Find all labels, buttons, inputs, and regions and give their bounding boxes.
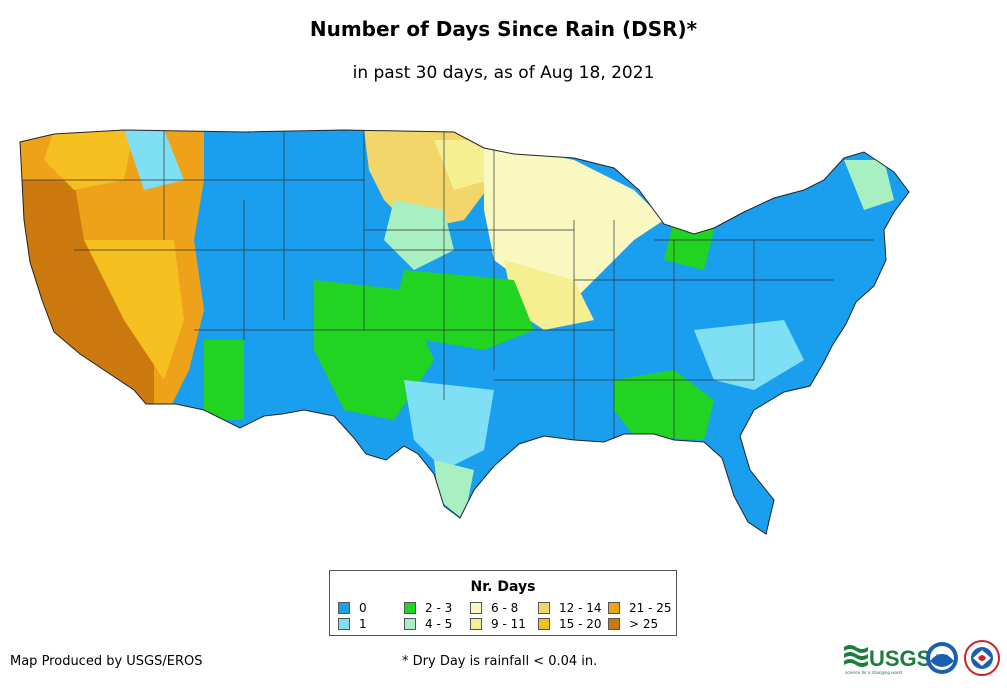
legend-label: 12 - 14: [559, 601, 602, 615]
legend-swatch: [608, 618, 620, 630]
legend-label: > 25: [629, 617, 659, 631]
legend-item: 0: [338, 601, 367, 615]
noaa-logo: noaa: [926, 642, 958, 674]
legend-item: 21 - 25: [608, 601, 672, 615]
legend-swatch: [538, 602, 550, 614]
legend-swatch: [470, 618, 482, 630]
legend-label: 1: [359, 617, 367, 631]
noaa-logo-text: noaa: [936, 653, 948, 659]
usgs-logo: USGS science for a changing world: [844, 645, 931, 675]
legend-label: 21 - 25: [629, 601, 672, 615]
agency-logos: USGS science for a changing world noaa: [844, 640, 1000, 676]
map-legend: Nr. Days 0 1 2 - 3 4 - 5 6 - 8 9 - 11 12 - 14 1…: [329, 570, 677, 636]
nws-logo: [964, 640, 1000, 676]
legend-label: 4 - 5: [425, 617, 453, 631]
legend-item: 9 - 11: [470, 617, 526, 631]
legend-swatch: [404, 602, 416, 614]
legend-swatch: [470, 602, 482, 614]
legend-label: 9 - 11: [491, 617, 526, 631]
legend-item: 1: [338, 617, 367, 631]
us-dsr-map: [19, 129, 910, 535]
legend-item: 4 - 5: [404, 617, 452, 631]
map-title: Number of Days Since Rain (DSR)*: [309, 17, 698, 41]
legend-item: 12 - 14: [538, 601, 602, 615]
legend-item: 2 - 3: [404, 601, 452, 615]
dry-day-note: * Dry Day is rainfall < 0.04 in.: [402, 654, 598, 669]
legend-label: 2 - 3: [425, 601, 453, 615]
usgs-tagline: science for a changing world: [845, 670, 903, 675]
legend-title: Nr. Days: [470, 579, 536, 595]
legend-swatch: [404, 618, 416, 630]
legend-swatch: [338, 602, 350, 614]
usgs-logo-text: USGS: [869, 646, 931, 671]
credit-text: Map Produced by USGS/EROS: [10, 654, 203, 669]
legend-label: 15 - 20: [559, 617, 602, 631]
legend-swatch: [338, 618, 350, 630]
legend-label: 6 - 8: [491, 601, 519, 615]
legend-item: > 25: [608, 617, 658, 631]
legend-label: 0: [359, 601, 367, 615]
legend-swatch: [538, 618, 550, 630]
legend-item: 15 - 20: [538, 617, 602, 631]
legend-swatch: [608, 602, 620, 614]
map-subtitle: in past 30 days, as of Aug 18, 2021: [352, 63, 655, 83]
legend-item: 6 - 8: [470, 601, 518, 615]
